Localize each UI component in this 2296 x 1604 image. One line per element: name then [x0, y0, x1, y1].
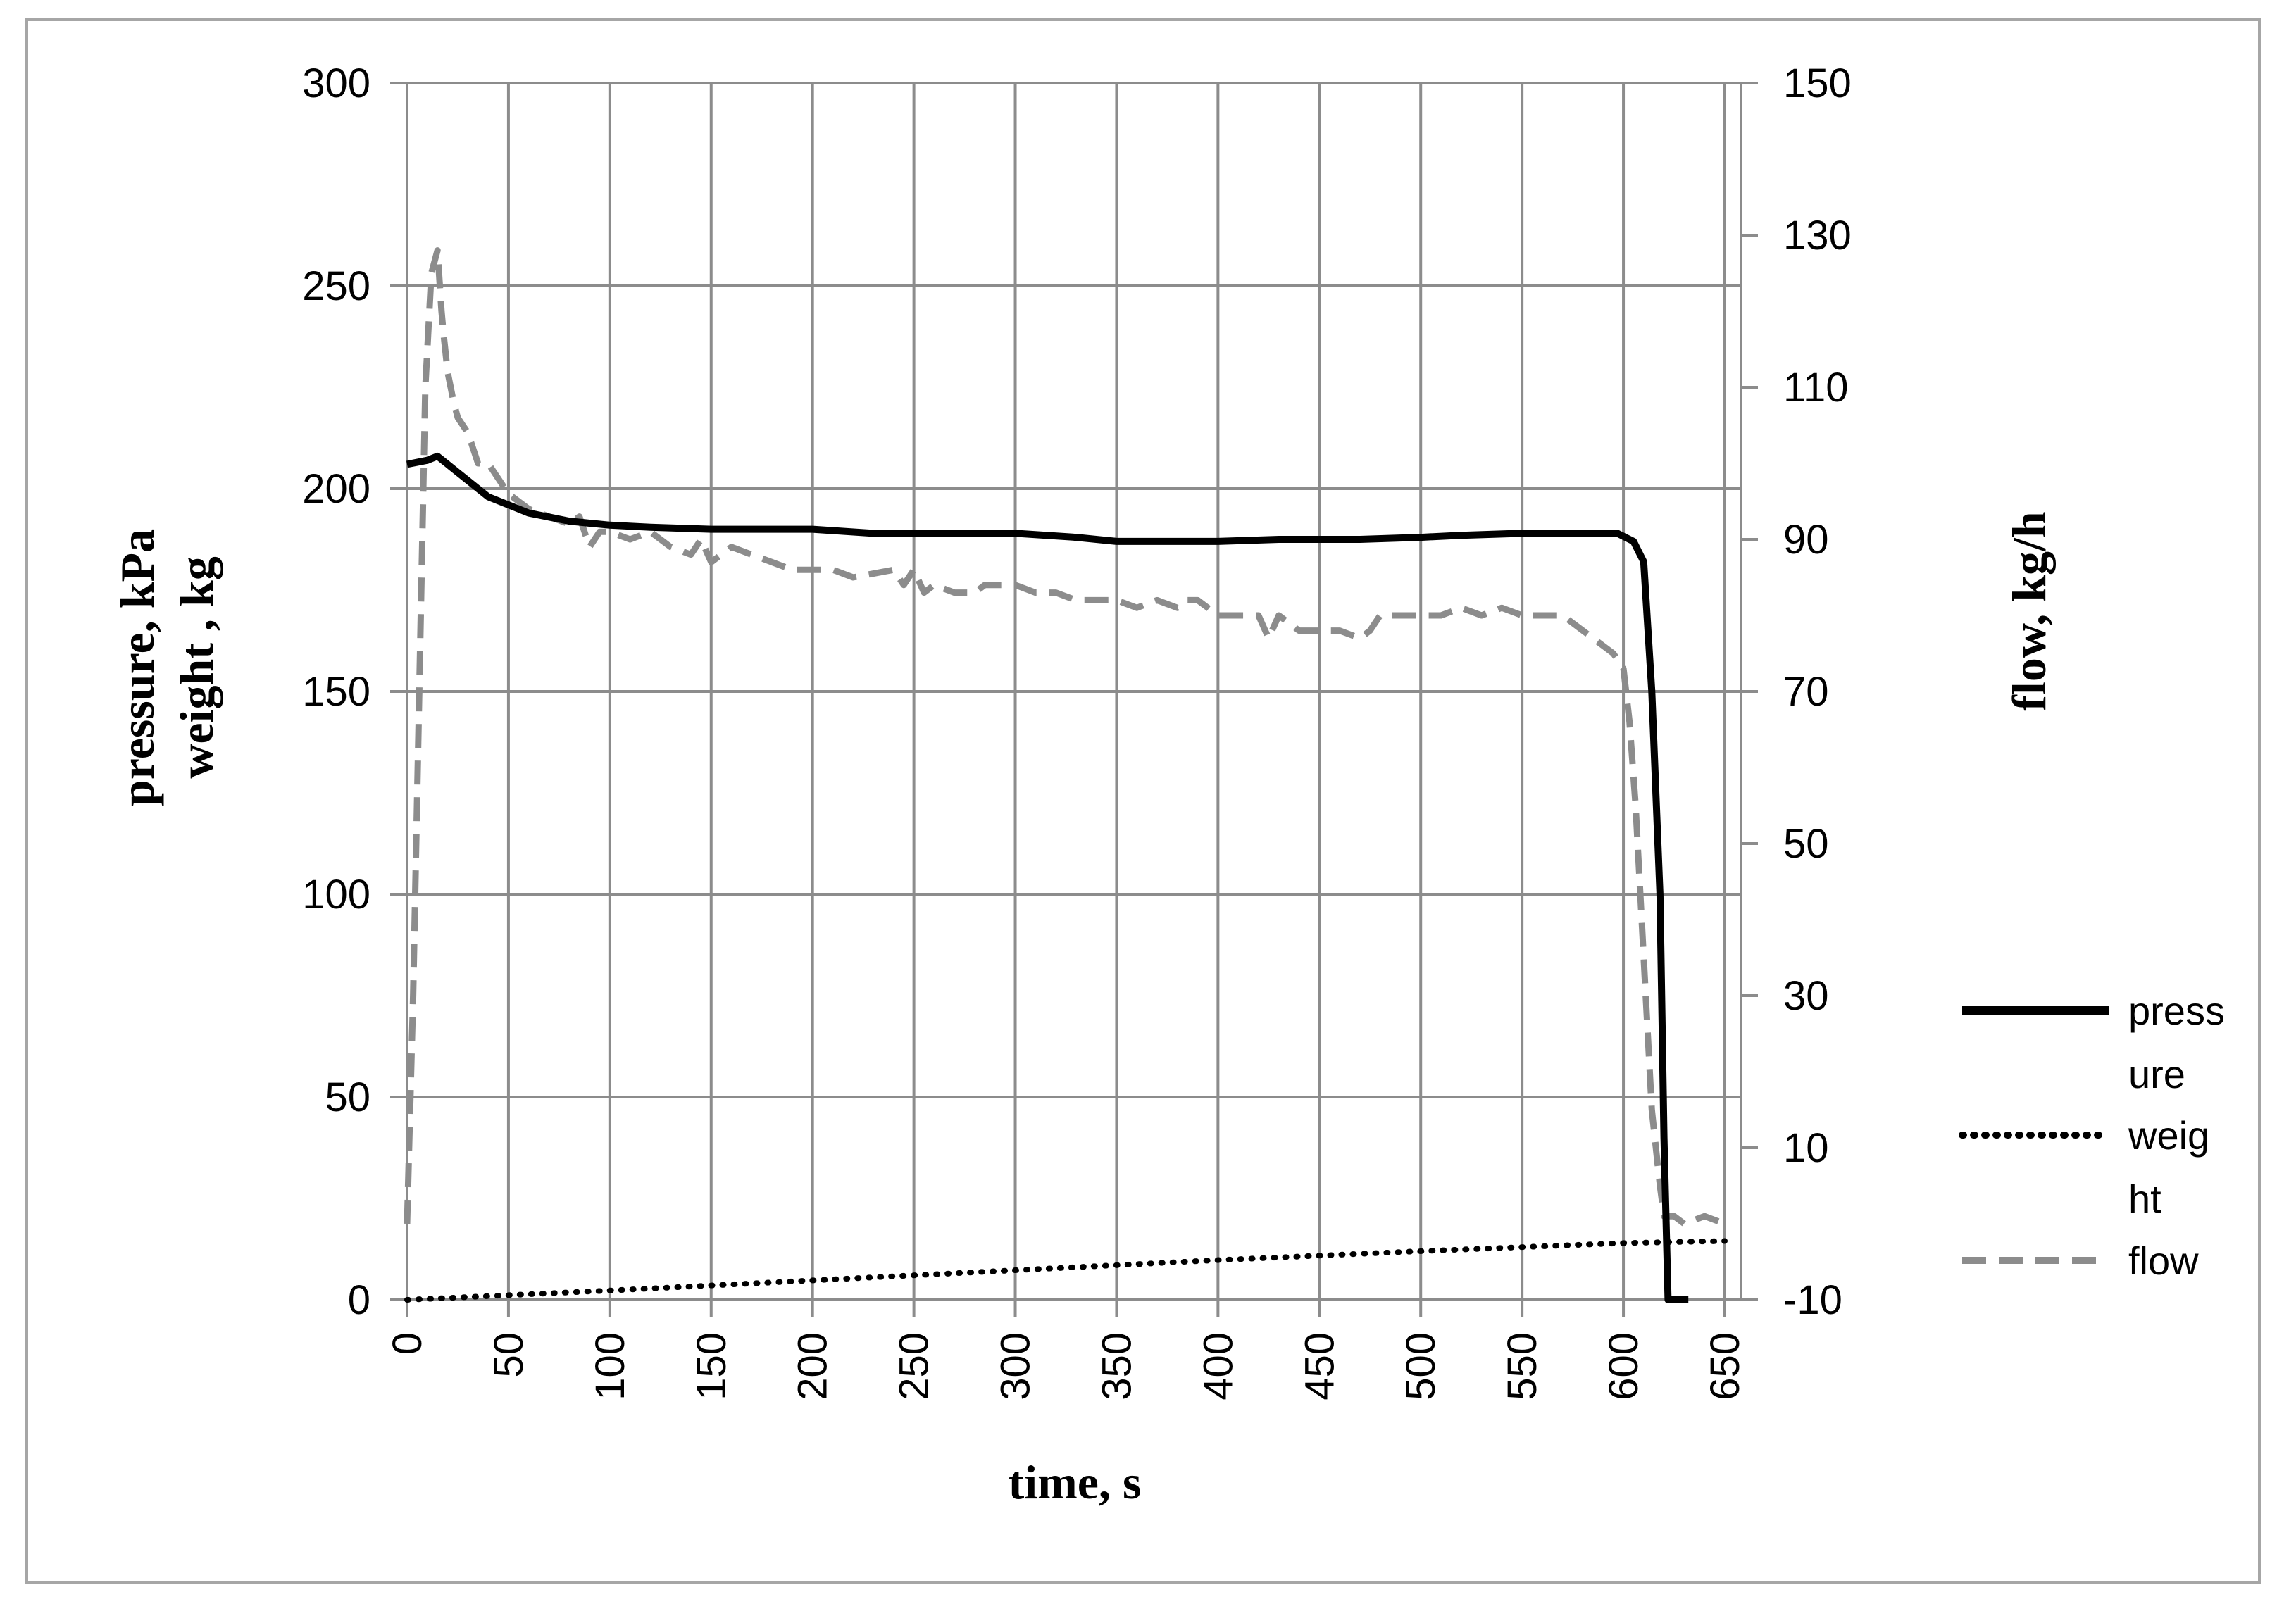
legend-label-pressure-line-1: press — [2128, 989, 2225, 1033]
x-tick-label: 400 — [1195, 1332, 1241, 1401]
y-left-axis-title: pressure, kPa weight , kg — [111, 529, 223, 806]
y-left-tick-label: 0 — [348, 1277, 370, 1323]
x-tick-label: 0 — [385, 1332, 430, 1355]
x-tick-label: 300 — [993, 1332, 1039, 1401]
x-tick-label: 250 — [892, 1332, 937, 1401]
y-right-tick-label: 10 — [1783, 1125, 1829, 1171]
x-tick-label: 450 — [1297, 1332, 1342, 1401]
x-tick-label: 100 — [587, 1332, 633, 1401]
legend: press ure weig ht flow — [1959, 989, 2225, 1283]
y-right-tick-label: 150 — [1783, 61, 1852, 106]
y-right-tick-label: 110 — [1783, 365, 1848, 411]
x-tick-label: 50 — [486, 1332, 532, 1378]
x-tick-label: 500 — [1398, 1332, 1444, 1401]
x-tick-label: 350 — [1094, 1332, 1140, 1401]
y-left-title-line-1: pressure, kPa — [111, 529, 164, 806]
y-left-tick-label: 50 — [325, 1074, 370, 1120]
y-right-tick-label: -10 — [1783, 1277, 1842, 1323]
y-left-tick-label: 150 — [302, 669, 370, 715]
x-tick-label: 200 — [790, 1332, 836, 1401]
y-right-tick-label: 90 — [1783, 517, 1829, 563]
legend-label-flow: flow — [2128, 1239, 2199, 1283]
y-right-axis-title: flow, kg/h — [2002, 511, 2056, 710]
x-tick-label: 650 — [1702, 1332, 1748, 1401]
legend-label-weight-line-1: weig — [2128, 1113, 2209, 1158]
y-left-tick-label: 200 — [302, 466, 370, 512]
chart-frame — [25, 18, 2261, 1584]
y-right-tick-label: 70 — [1783, 669, 1829, 715]
y-left-tick-label: 300 — [302, 61, 370, 106]
x-axis-title: time, s — [1009, 1455, 1142, 1509]
series-line-pressure — [406, 452, 1689, 1303]
y-left-tick-label: 250 — [302, 263, 370, 309]
y-left-title-line-2: weight , kg — [170, 556, 223, 778]
x-tick-label: 600 — [1601, 1332, 1647, 1401]
y-left-tick-label: 100 — [302, 872, 370, 917]
series-line-weight — [404, 1238, 1728, 1303]
axes — [390, 82, 1758, 1317]
y-right-tick-label: 130 — [1783, 213, 1852, 258]
y-right-tick-label: 30 — [1783, 973, 1829, 1019]
series-layer — [404, 247, 1728, 1303]
legend-label-weight-line-2: ht — [2128, 1177, 2161, 1221]
tick-labels: 0 50 100 150 200 250 300 -10 10 30 50 70 90 110 130 150… — [302, 61, 1852, 1401]
x-tick-label: 150 — [689, 1332, 735, 1401]
x-tick-label: 550 — [1499, 1332, 1545, 1401]
legend-label-pressure-line-2: ure — [2128, 1052, 2185, 1096]
y-right-title: flow, kg/h — [2002, 511, 2056, 710]
y-right-tick-label: 50 — [1783, 821, 1829, 867]
series-line-flow — [404, 247, 1726, 1227]
grid-lines — [406, 82, 1741, 1301]
